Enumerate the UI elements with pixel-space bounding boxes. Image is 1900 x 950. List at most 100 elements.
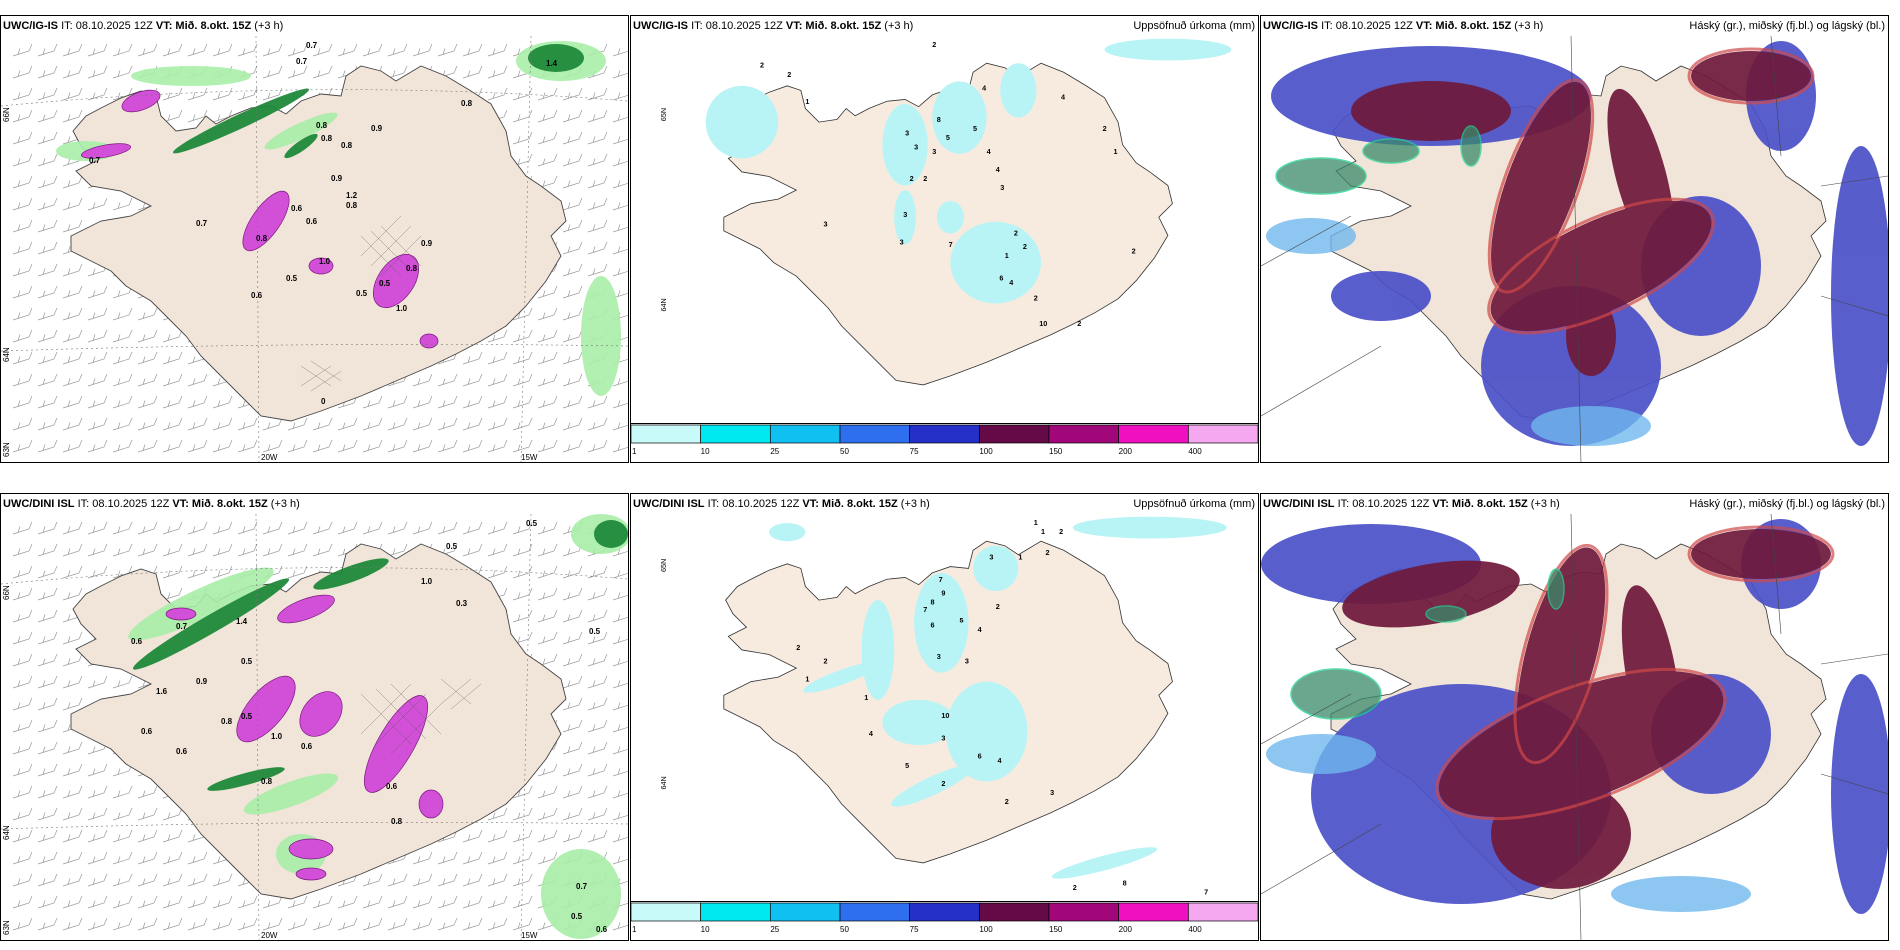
wind-barb <box>612 834 628 843</box>
wind-barb <box>387 895 408 909</box>
wind-barb <box>37 65 58 79</box>
value-label: 2 <box>1132 247 1136 256</box>
wind-barb <box>537 609 558 623</box>
wind-barb <box>537 565 558 579</box>
wind-barb <box>62 197 83 211</box>
wind-barb <box>287 521 308 535</box>
wind-barb <box>112 373 133 387</box>
wind-barb <box>87 675 108 689</box>
panel-dini-isl-clouds: UWC/DINI ISL IT: 08.10.2025 12Z VT: Mið.… <box>1260 493 1889 941</box>
graticule <box>1 514 628 940</box>
wind-barb <box>112 917 133 931</box>
value-label: 8 <box>930 598 934 607</box>
value-label: 0.5 <box>241 712 253 721</box>
value-label: 5 <box>905 761 909 770</box>
model-name: UWC/IG-IS <box>1263 20 1318 32</box>
value-label: 0.5 <box>356 289 368 298</box>
wind-barb <box>112 417 133 431</box>
wind-barb <box>562 807 583 821</box>
wind-barb <box>487 565 508 579</box>
value-label: 1 <box>1018 552 1022 561</box>
wind-barb <box>137 785 158 799</box>
graticule <box>1 36 628 462</box>
wind-barb <box>512 851 533 865</box>
wind-barb <box>62 697 83 711</box>
wind-barb <box>112 197 133 211</box>
wind-barb <box>612 224 628 233</box>
wind-barb <box>612 400 628 409</box>
wind-barb <box>587 763 608 777</box>
wind-barb <box>87 829 108 843</box>
wind-barb <box>562 829 583 843</box>
wind-barb <box>137 373 158 387</box>
value-label: 0.5 <box>286 274 298 283</box>
panel-title: Háský (gr.), miðský (fj.bl.) og lágský (… <box>1689 20 1885 32</box>
wind-barb <box>37 241 58 255</box>
wind-barb <box>412 373 433 387</box>
wind-barb <box>62 873 83 887</box>
wind-barb <box>312 543 333 557</box>
wind-barb <box>562 653 583 667</box>
value-label: 1.2 <box>346 191 358 200</box>
wind-barb <box>62 521 83 535</box>
wind-barb <box>62 851 83 865</box>
wind-barb <box>112 785 133 799</box>
wind-barb <box>162 829 183 843</box>
wind-barb <box>612 444 628 453</box>
wind-barb <box>487 543 508 557</box>
wind-barb <box>487 917 508 931</box>
wind-barb <box>587 565 608 579</box>
wind-barb <box>137 917 158 931</box>
value-label: 1.6 <box>156 687 168 696</box>
wind-barb <box>437 373 458 387</box>
wind-barb <box>562 329 583 343</box>
accum-cyan-areas <box>705 38 1232 304</box>
wind-barb <box>37 395 58 409</box>
wind-barb <box>537 153 558 167</box>
wind-barb <box>162 543 183 557</box>
wind-barb <box>37 895 58 909</box>
panel-header: UWC/IG-IS IT: 08.10.2025 12Z VT: Mið. 8.… <box>631 16 1258 36</box>
wind-barb <box>612 136 628 145</box>
value-label: 0.8 <box>391 817 403 826</box>
value-label: 2 <box>996 602 1000 611</box>
value-label: 3 <box>900 237 904 246</box>
wind-barb <box>287 65 308 79</box>
value-label: 2 <box>1023 242 1027 251</box>
wind-barb <box>437 43 458 57</box>
value-label: 2 <box>1005 797 1009 806</box>
wind-barb <box>262 521 283 535</box>
wind-barb <box>187 395 208 409</box>
accum-cyan-areas <box>769 516 1227 879</box>
wind-barb <box>462 439 483 453</box>
wind-barb <box>487 829 508 843</box>
wind-barb <box>587 719 608 733</box>
wind-barb <box>537 131 558 145</box>
lat-label-65n: 65N <box>659 559 668 572</box>
wind-barb <box>37 153 58 167</box>
wind-barb <box>262 417 283 431</box>
wind-barb <box>12 351 33 365</box>
wind-barb <box>487 87 508 101</box>
panel-ig-is-wind-precip: UWC/IG-IS IT: 08.10.2025 12Z VT: Mið. 8.… <box>0 15 629 463</box>
wind-barb <box>462 373 483 387</box>
wind-barb <box>587 785 608 799</box>
wind-barb <box>162 873 183 887</box>
wind-barb <box>487 351 508 365</box>
init-time: IT: 08.10.2025 12Z <box>691 20 783 32</box>
lead-time: (+3 h) <box>270 498 300 510</box>
colorbar-swatch <box>631 902 702 922</box>
wind-barb <box>37 417 58 431</box>
lead-time: (+3 h) <box>254 20 284 32</box>
value-label: 1.0 <box>396 304 408 313</box>
wind-barb <box>187 917 208 931</box>
wind-barb <box>12 43 33 57</box>
wind-barb <box>487 439 508 453</box>
panel-ig-is-accum-precip: UWC/IG-IS IT: 08.10.2025 12Z VT: Mið. 8.… <box>630 15 1259 463</box>
colorbar-tick-label: 1 <box>632 925 637 934</box>
wind-barb <box>612 592 628 601</box>
wind-barb <box>587 153 608 167</box>
wind-barb <box>187 521 208 535</box>
wind-barb <box>37 43 58 57</box>
